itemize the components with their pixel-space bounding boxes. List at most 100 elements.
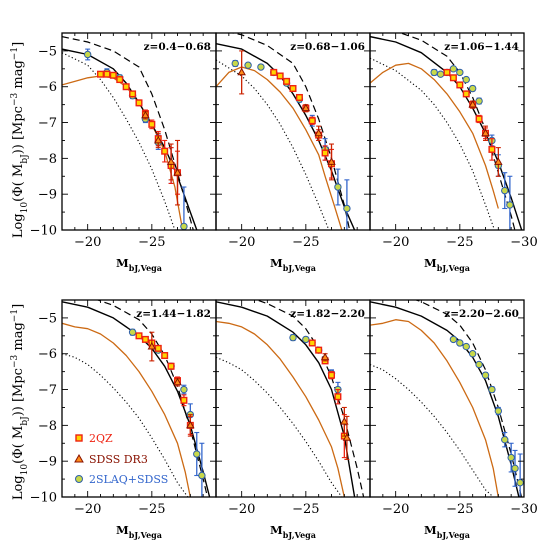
y-tick-label: −10	[30, 224, 57, 239]
data-point-sdss-dr3	[173, 377, 182, 386]
data-point-2qz	[122, 83, 130, 91]
x-tick-label: −25	[292, 235, 319, 250]
y-tick-label: −7	[38, 383, 57, 398]
y-tick-label: −6	[38, 80, 57, 95]
data-point-2qz	[276, 72, 284, 80]
data-point-2slaq-sdss	[506, 201, 514, 209]
panel-plot-area	[370, 33, 523, 230]
model-curve-dotted	[216, 356, 343, 497]
model-curve-orange	[216, 320, 345, 497]
data-point-2qz	[334, 393, 342, 401]
data-point-2slaq-sdss	[289, 333, 297, 342]
data-point-2slaq-sdss	[501, 186, 509, 195]
model-curve-orange	[62, 322, 191, 497]
svg-text:Log10(Φ( MbJ)) [Mpc−3 mag−1]: Log10(Φ( MbJ)) [Mpc−3 mag−1]	[10, 304, 30, 500]
data-point-sdss-dr3	[327, 157, 336, 165]
y-tick-label: −8	[38, 419, 57, 434]
data-point-2slaq-sdss	[449, 335, 458, 344]
data-point-sdss-dr3	[141, 110, 150, 119]
data-point-sdss-dr3	[494, 157, 503, 165]
data-point-2slaq-sdss	[257, 63, 265, 71]
y-tick-label: −7	[38, 116, 57, 131]
data-point-2slaq-sdss	[302, 335, 310, 344]
x-tick-label: −25	[138, 502, 165, 517]
panel-plot-area	[370, 300, 524, 497]
panel-title: z=2.20−2.60	[444, 308, 519, 320]
x-axis-label: MbJ,Vega	[424, 523, 470, 540]
data-point-2qz	[161, 147, 169, 155]
data-point-2slaq-sdss	[501, 435, 509, 444]
data-point-2qz	[321, 149, 329, 157]
data-point-2slaq-sdss	[462, 342, 470, 351]
data-point-2qz	[475, 115, 483, 123]
data-point-2slaq-sdss	[456, 68, 464, 77]
model-curve-dotted	[370, 363, 494, 497]
x-tick-label: −20	[74, 235, 101, 250]
data-point-2slaq-sdss	[231, 59, 239, 68]
y-tick-label: −10	[30, 491, 57, 506]
data-point-2slaq-sdss	[475, 360, 483, 369]
panel-4: −20 −25 −5 −6 −7 −8 −9 −10 z=1.44−1.82 MbJ,Vega	[30, 299, 217, 540]
x-axis-label: MbJ,Vega	[116, 256, 162, 273]
model-curve-dotted	[216, 59, 330, 230]
panel-2: −20 −25 z=0.68−1.06 MbJ,Vega	[215, 32, 371, 273]
data-point-2qz	[180, 396, 188, 404]
panel-plot-area	[62, 36, 198, 230]
data-point-sdss-dr3	[468, 100, 477, 108]
data-point-2slaq-sdss	[83, 50, 92, 59]
data-point-sdss-dr3	[166, 157, 176, 165]
data-point-2qz	[456, 81, 464, 89]
x-tick-label: −25	[138, 235, 165, 250]
data-point-2qz	[308, 339, 316, 347]
data-point-2qz	[141, 335, 149, 343]
legend: 2QZ SDSS DR3 2SLAQ+SDSS	[74, 432, 168, 486]
x-axis-label: MbJ,Vega	[270, 256, 316, 273]
data-point-2slaq-sdss	[334, 183, 342, 191]
model-curve-solid	[370, 301, 520, 497]
data-point-2qz	[488, 145, 496, 153]
data-point-2slaq-sdss	[481, 371, 490, 379]
data-point-2qz	[103, 70, 111, 78]
data-point-2slaq-sdss	[511, 464, 519, 473]
data-point-2qz	[161, 352, 169, 360]
data-point-sdss-dr3	[314, 128, 323, 137]
data-point-2qz	[96, 70, 104, 78]
data-point-sdss-dr3	[173, 168, 182, 176]
panel-1: −20 −25 −5 −6 −7 −8 −9 −10 z=0.4−0.68 MbJ,Vega	[30, 32, 217, 273]
data-point-2slaq-sdss	[507, 453, 515, 462]
data-point-sdss-dr3	[340, 417, 349, 425]
x-tick-label: −30	[510, 235, 537, 250]
panel-frame	[61, 299, 217, 498]
panel-frame	[369, 32, 525, 231]
data-point-2slaq-sdss	[193, 450, 201, 458]
panel-title: z=0.68−1.06	[290, 41, 365, 53]
data-point-2slaq-sdss	[516, 478, 524, 487]
x-axis-label: MbJ,Vega	[424, 256, 470, 273]
y-tick-label: −8	[38, 152, 57, 167]
y-tick-label: −9	[38, 455, 57, 470]
data-point-2qz	[116, 76, 124, 84]
data-point-2qz	[315, 346, 323, 354]
model-curve-orange	[370, 319, 499, 497]
data-point-2qz	[328, 371, 336, 379]
x-axis-label: MbJ,Vega	[270, 523, 316, 540]
data-point-2qz	[449, 74, 457, 82]
data-point-2slaq-sdss	[456, 339, 464, 347]
panel-plot-area	[216, 33, 356, 230]
svg-text:Log10(Φ( MbJ)) [Mpc−3 mag−1]: Log10(Φ( MbJ)) [Mpc−3 mag−1]	[10, 42, 30, 238]
x-tick-label: −20	[228, 502, 255, 517]
data-point-2slaq-sdss	[430, 68, 438, 77]
data-point-2slaq-sdss	[128, 328, 137, 336]
data-point-2qz	[135, 332, 143, 340]
data-point-2slaq-sdss	[468, 84, 477, 93]
data-point-2slaq-sdss	[462, 75, 470, 84]
data-point-2qz	[148, 120, 156, 128]
data-point-2slaq-sdss	[180, 385, 188, 394]
y-tick-label: −9	[38, 188, 57, 203]
data-point-2slaq-sdss	[343, 204, 351, 213]
model-curve-solid	[62, 48, 198, 230]
x-axis-label: MbJ,Vega	[116, 523, 162, 540]
panel-6: −20 −25 −30 z=2.20−2.60 MbJ,Vega	[369, 299, 538, 540]
data-point-2slaq-sdss	[449, 65, 458, 73]
